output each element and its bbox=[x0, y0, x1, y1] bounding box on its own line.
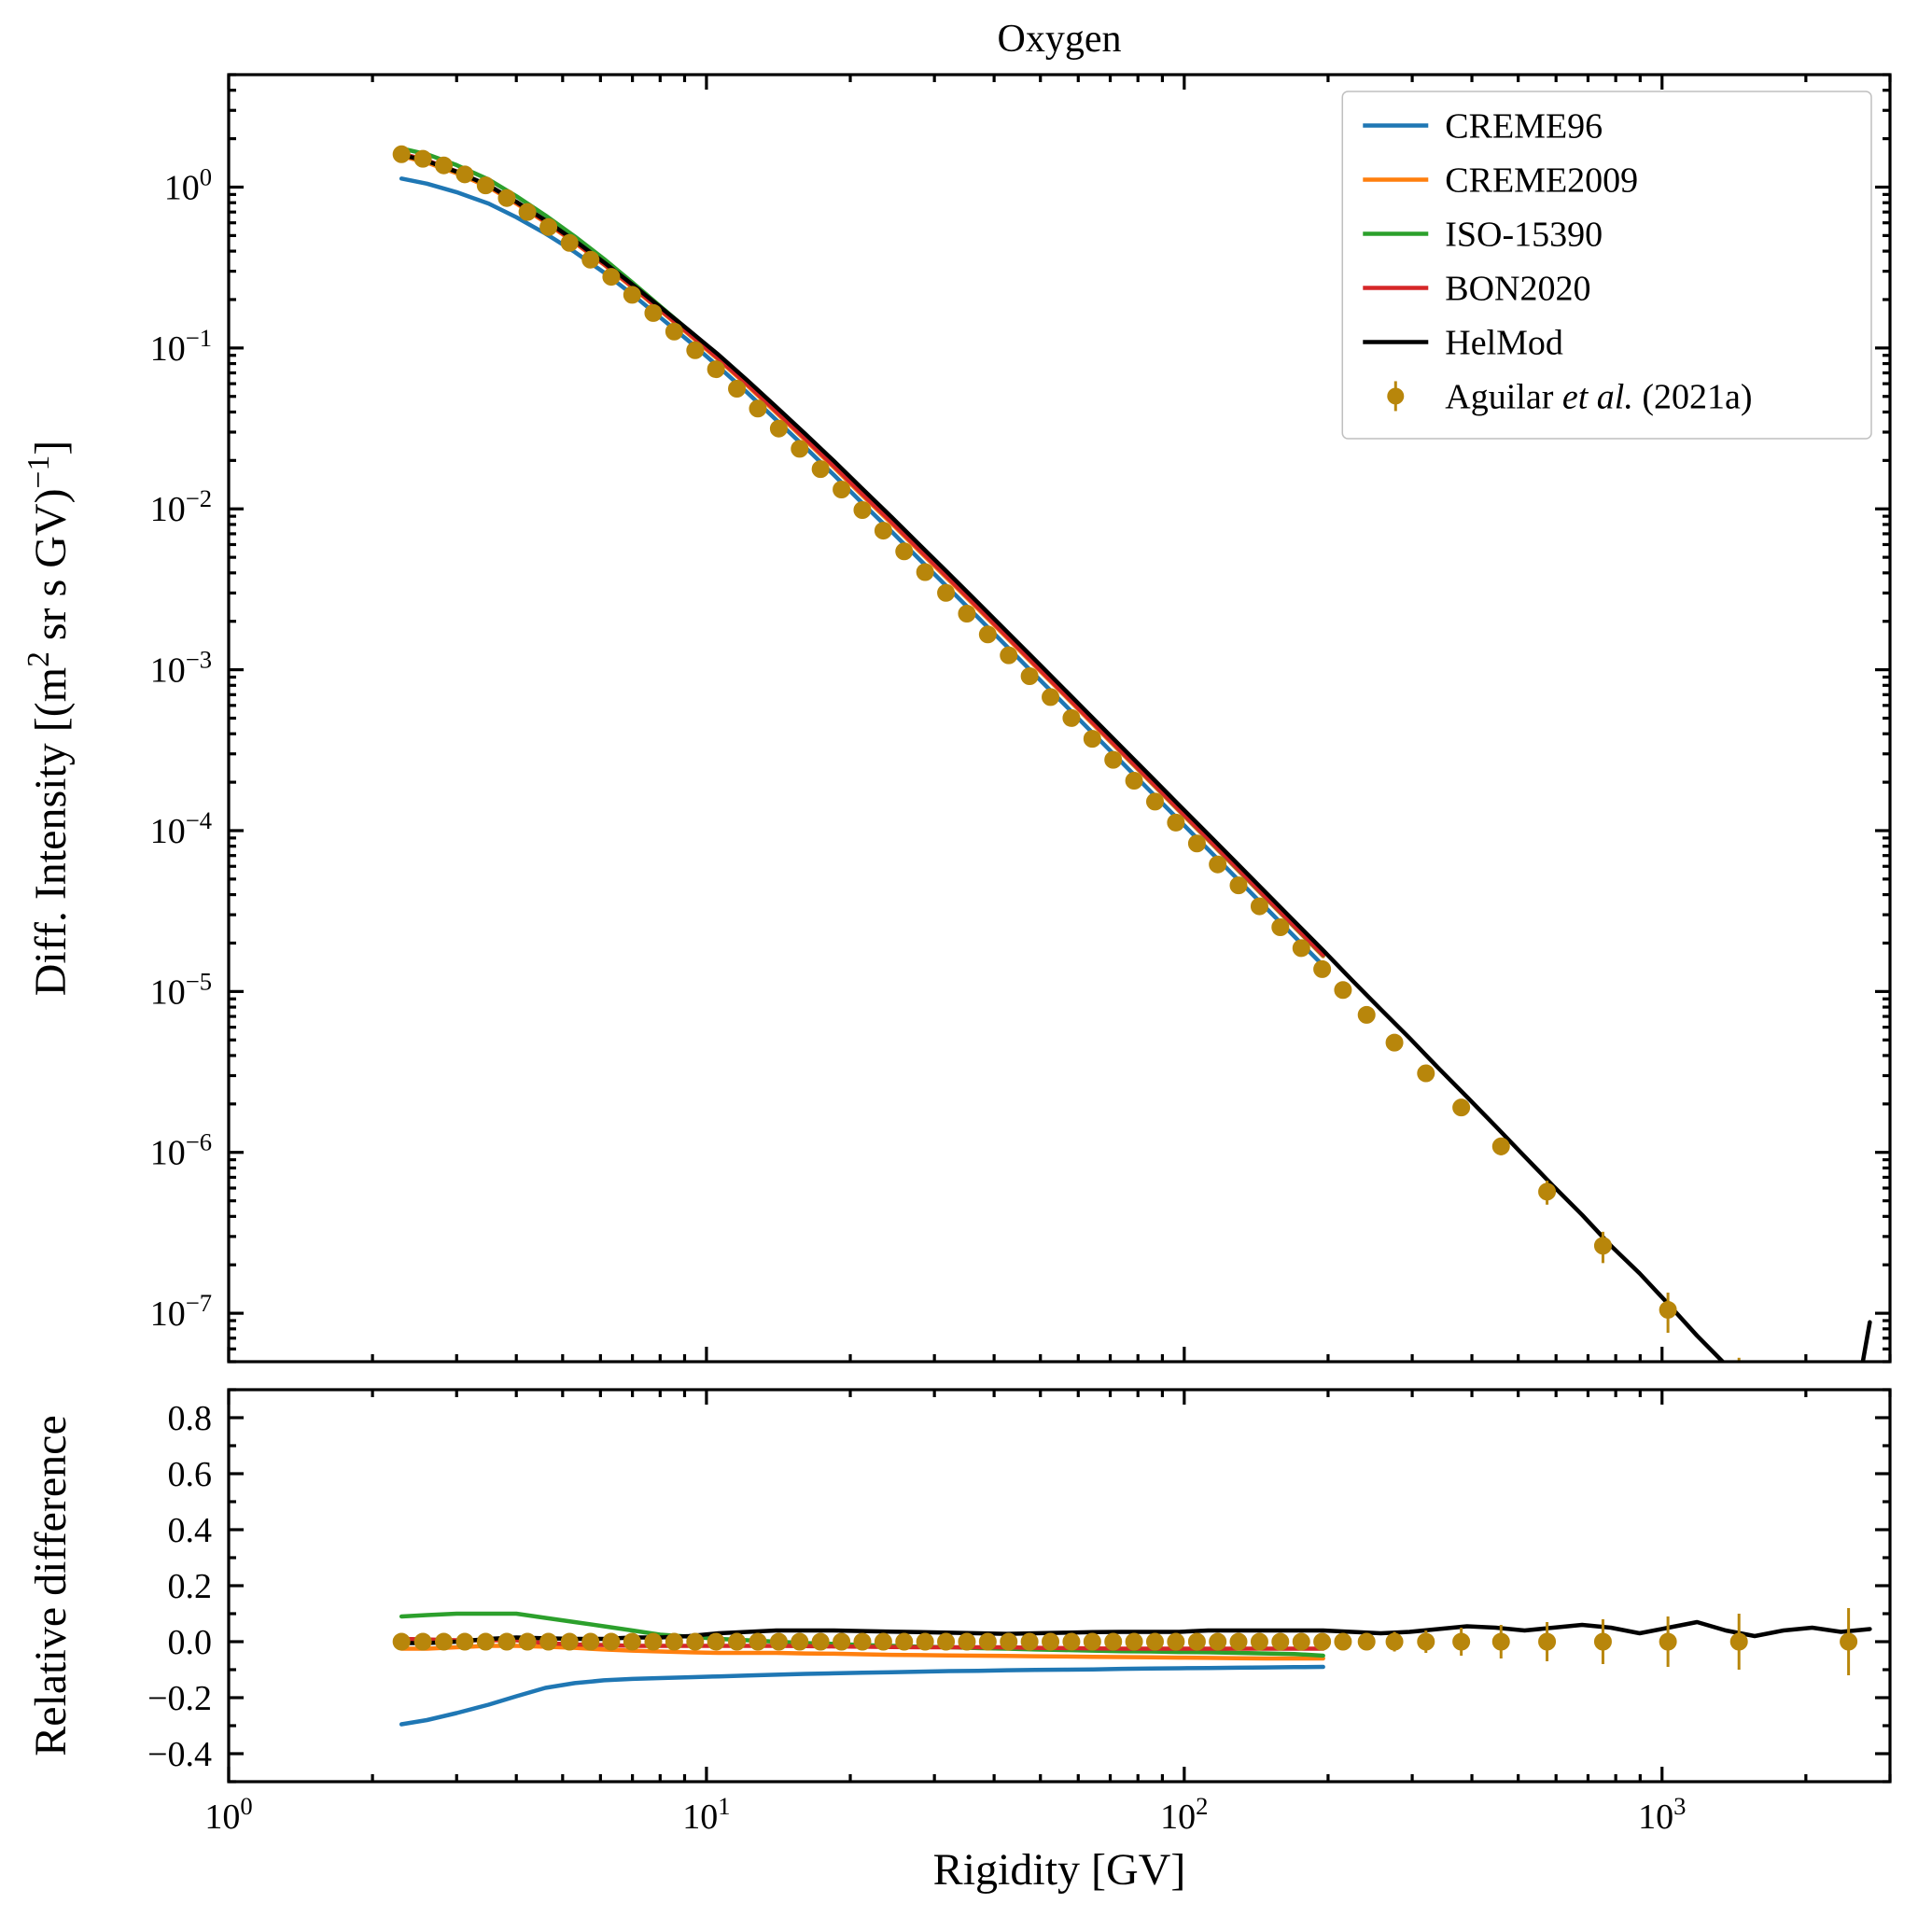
svg-text:10−3: 10−3 bbox=[150, 646, 212, 691]
svg-text:BON2020: BON2020 bbox=[1445, 270, 1590, 309]
svg-text:103: 103 bbox=[1638, 1792, 1686, 1837]
svg-text:101: 101 bbox=[682, 1792, 730, 1837]
svg-text:10−5: 10−5 bbox=[150, 967, 212, 1012]
svg-text:Oxygen: Oxygen bbox=[998, 18, 1122, 61]
svg-text:0.6: 0.6 bbox=[168, 1455, 213, 1494]
svg-text:0.0: 0.0 bbox=[168, 1623, 213, 1662]
svg-text:HelMod: HelMod bbox=[1445, 324, 1563, 363]
svg-text:10−6: 10−6 bbox=[150, 1128, 212, 1173]
chart-svg: Oxygen 10−7 10−6 10−5 10−4 10−3 10−2 10−1 100 100… bbox=[0, 0, 1932, 1931]
legend: CREME96 CREME2009 ISO-15390 BON2020 HelMod Ag… bbox=[1342, 91, 1871, 439]
svg-text:−0.2: −0.2 bbox=[147, 1679, 212, 1718]
svg-text:10−7: 10−7 bbox=[150, 1289, 212, 1334]
svg-text:Rigidity [GV]: Rigidity [GV] bbox=[933, 1845, 1186, 1895]
svg-text:ISO-15390: ISO-15390 bbox=[1445, 216, 1603, 255]
svg-text:Diff. Intensity [(m2 sr s GV)−: Diff. Intensity [(m2 sr s GV)−1] bbox=[21, 441, 77, 997]
svg-text:−0.4: −0.4 bbox=[147, 1735, 212, 1774]
svg-text:0.8: 0.8 bbox=[168, 1399, 213, 1438]
svg-text:Aguilar et al. (2021a): Aguilar et al. (2021a) bbox=[1445, 378, 1752, 417]
svg-text:CREME2009: CREME2009 bbox=[1445, 161, 1638, 201]
svg-text:0.4: 0.4 bbox=[168, 1511, 213, 1550]
svg-text:10−2: 10−2 bbox=[150, 484, 212, 529]
svg-text:100: 100 bbox=[204, 1792, 252, 1837]
svg-text:100: 100 bbox=[164, 162, 212, 207]
ylabel-bottom: Relative difference bbox=[26, 1415, 76, 1756]
svg-text:0.2: 0.2 bbox=[168, 1567, 213, 1606]
svg-text:10−1: 10−1 bbox=[150, 324, 212, 369]
svg-text:102: 102 bbox=[1160, 1792, 1208, 1837]
svg-text:CREME96: CREME96 bbox=[1445, 107, 1603, 147]
svg-text:10−4: 10−4 bbox=[150, 806, 212, 851]
chart-container: Oxygen 10−7 10−6 10−5 10−4 10−3 10−2 10−1 100 100… bbox=[0, 0, 1932, 1931]
